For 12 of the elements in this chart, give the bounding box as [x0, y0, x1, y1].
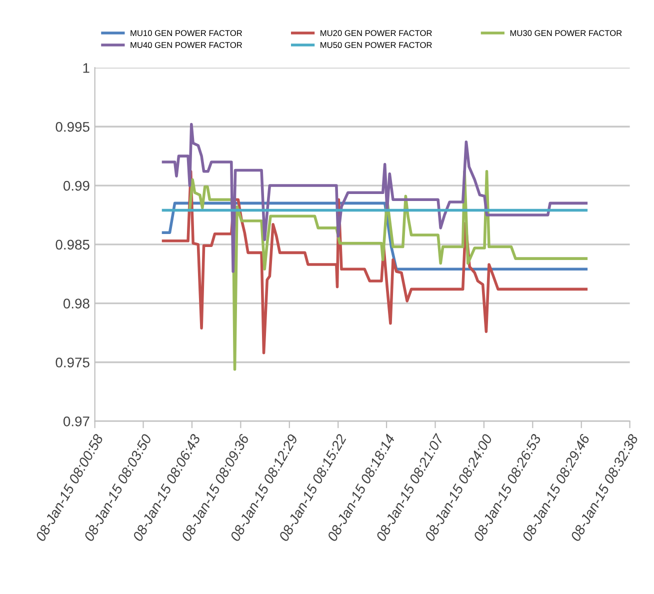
y-tick-label: 0.99: [63, 180, 90, 191]
y-tick-label: 0.975: [56, 358, 90, 368]
legend-label: MU40 GEN POWER FACTOR: [130, 42, 242, 48]
y-tick-label: 0.985: [56, 240, 90, 250]
legend-label: MU20 GEN POWER FACTOR: [320, 30, 432, 36]
legend-label: MU10 GEN POWER FACTOR: [130, 30, 242, 36]
legend-label: MU50 GEN POWER FACTOR: [320, 42, 432, 48]
y-tick-label: 0.995: [56, 122, 90, 132]
y-tick-label: 0.97: [63, 416, 90, 426]
y-tick-label: 1: [83, 63, 90, 73]
legend-label: MU30 GEN POWER FACTOR: [510, 30, 622, 36]
y-tick-label: 0.98: [63, 298, 90, 309]
